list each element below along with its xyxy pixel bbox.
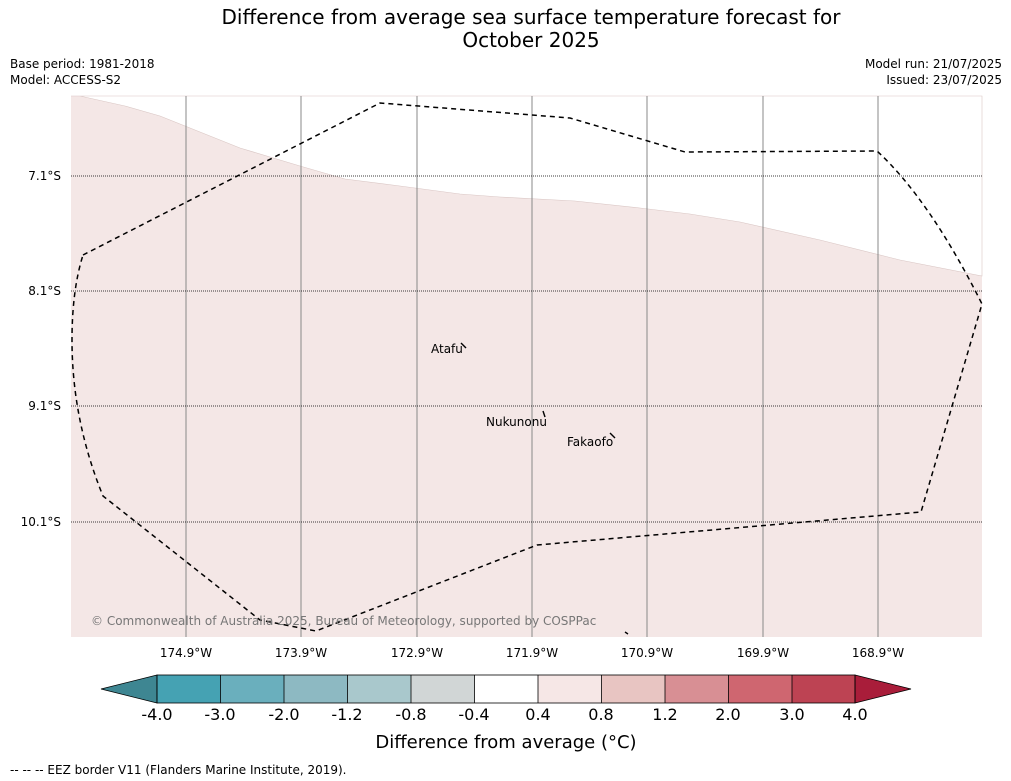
colorbar-tick: 2.0: [715, 705, 741, 724]
nukunonu-island: [542, 410, 546, 418]
colorbar-tick: -3.0: [204, 705, 236, 724]
colorbar-cap-low: [100, 674, 158, 704]
colorbar-seg-4: [347, 675, 411, 703]
colorbar-seg-11: [792, 675, 855, 703]
fakaofo-island: [609, 432, 616, 439]
place-label-atafu: Atafu: [431, 342, 463, 356]
meta-right: Model run: 21/07/2025 Issued: 23/07/2025: [865, 56, 1002, 88]
colorbar-tick: -0.4: [458, 705, 490, 724]
title-line-2: October 2025: [462, 28, 600, 52]
meta-left: Base period: 1981-2018 Model: ACCESS-S2: [10, 56, 155, 88]
colorbar-seg-1: [157, 675, 221, 703]
colorbar-tick: 0.8: [588, 705, 614, 724]
colorbar-seg-7: [538, 675, 602, 703]
lat-label-10-1: 10.1°S: [20, 515, 61, 529]
title-line-1: Difference from average sea surface temp…: [221, 5, 841, 29]
colorbar: [100, 674, 912, 704]
place-label-fakaofo: Fakaofo: [567, 435, 614, 449]
lon-label-169-9: 169.9°W: [736, 646, 790, 660]
colorbar-seg-10: [728, 675, 792, 703]
lon-label-168-9: 168.9°W: [851, 646, 905, 660]
colorbar-tick: -2.0: [268, 705, 300, 724]
lon-label-174-9: 174.9°W: [159, 646, 213, 660]
colorbar-tick: 0.4: [525, 705, 551, 724]
lon-label-172-9: 172.9°W: [390, 646, 444, 660]
colorbar-tick: 1.2: [652, 705, 678, 724]
atafu-island: [460, 342, 467, 349]
colorbar-frame: [156, 674, 856, 704]
swains-island: [624, 631, 629, 635]
copyright-notice: © Commonwealth of Australia 2025, Bureau…: [91, 614, 597, 628]
colorbar-cap-high: [854, 674, 912, 704]
colorbar-tick: -4.0: [141, 705, 173, 724]
colorbar-seg-9: [665, 675, 729, 703]
lat-label-7-1: 7.1°S: [28, 169, 61, 183]
colorbar-tick: 3.0: [779, 705, 805, 724]
lon-label-171-9: 171.9°W: [505, 646, 559, 660]
footnote-eez: -- -- -- EEZ border V11 (Flanders Marine…: [10, 763, 347, 777]
colorbar-seg-2: [220, 675, 284, 703]
colorbar-seg-6: [474, 675, 538, 703]
colorbar-seg-5: [411, 675, 475, 703]
colorbar-tick: -0.8: [395, 705, 427, 724]
colorbar-title: Difference from average (°C): [375, 732, 637, 753]
colorbar-tick: 4.0: [842, 705, 868, 724]
colorbar-seg-8: [601, 675, 665, 703]
lat-label-8-1: 8.1°S: [28, 284, 61, 298]
islands: [460, 342, 629, 635]
lon-label-170-9: 170.9°W: [620, 646, 674, 660]
model-run: Model run: 21/07/2025: [864, 57, 1002, 71]
issued-date: Issued: 23/07/2025: [886, 73, 1002, 87]
meridians: [185, 96, 879, 637]
lon-label-173-9: 173.9°W: [274, 646, 328, 660]
lat-label-9-1: 9.1°S: [28, 399, 61, 413]
base-period: Base period: 1981-2018: [10, 57, 155, 71]
chart-title: Difference from average sea surface temp…: [0, 6, 1011, 52]
colorbar-tick: -1.2: [331, 705, 363, 724]
colorbar-seg-3: [284, 675, 348, 703]
upper-band: [71, 95, 983, 277]
place-label-nukunonu: Nukunonu: [486, 415, 547, 429]
eez-border: [71, 102, 983, 632]
model-name: Model: ACCESS-S2: [10, 73, 122, 87]
